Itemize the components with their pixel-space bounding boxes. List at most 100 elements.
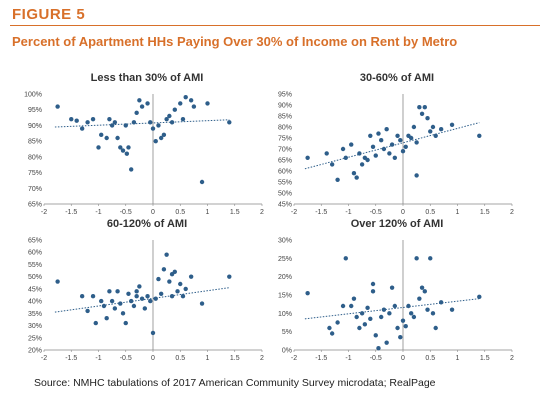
- data-point: [387, 311, 392, 316]
- data-point: [408, 135, 414, 141]
- data-point: [403, 323, 408, 329]
- data-point: [183, 94, 188, 100]
- data-point: [477, 294, 482, 300]
- data-point: [134, 110, 139, 116]
- data-point: [433, 325, 438, 331]
- trend-line: [54, 119, 230, 128]
- data-point: [90, 116, 96, 122]
- panel-title: 60-120% of AMI: [106, 218, 188, 230]
- data-point: [414, 140, 419, 145]
- data-point: [324, 151, 329, 156]
- data-point: [305, 155, 310, 160]
- y-tick-label: 85%: [278, 114, 292, 121]
- y-tick-label: 5%: [282, 329, 292, 336]
- panel-title: 30-60% of AMI: [359, 72, 435, 84]
- scatter-plot: 65% 70% 75% 80% 85% 90% 95% 100% -2 -1.5 -1 -0.5 0 0.…: [24, 92, 264, 217]
- data-point: [227, 274, 232, 279]
- y-tick-label: 20%: [278, 274, 292, 281]
- data-point: [137, 284, 142, 289]
- data-point: [142, 306, 148, 311]
- x-tick-label: -0.5: [120, 209, 132, 216]
- x-tick-label: 2: [260, 355, 264, 362]
- data-point: [343, 155, 348, 160]
- x-tick-label: 0: [401, 355, 405, 362]
- data-point: [134, 289, 139, 294]
- data-point: [191, 104, 197, 109]
- figure-label: FIGURE 5: [12, 6, 86, 23]
- y-tick-label: 70%: [278, 147, 292, 154]
- data-point: [126, 145, 131, 150]
- data-point: [340, 303, 346, 309]
- data-point: [305, 290, 310, 296]
- y-tick-label: 55%: [278, 180, 292, 187]
- data-point: [376, 131, 381, 136]
- y-tick-label: 15%: [278, 293, 292, 300]
- data-point: [370, 144, 376, 149]
- data-point: [335, 320, 340, 325]
- chart-panel-60-120: 60-120% of AMI 20% 25% 30% 35% 40% 45% 50% 55% 6…: [22, 218, 272, 368]
- data-point: [417, 105, 422, 110]
- data-point: [400, 149, 406, 154]
- data-point: [349, 303, 354, 309]
- data-point: [96, 145, 101, 150]
- data-point: [381, 146, 387, 152]
- data-point: [327, 325, 332, 331]
- x-tick-label: 0.5: [425, 209, 435, 216]
- data-point: [392, 303, 398, 309]
- data-point: [351, 296, 357, 301]
- x-tick-label: 1.5: [480, 209, 490, 216]
- data-point: [129, 298, 134, 304]
- x-tick-label: -2: [291, 355, 297, 362]
- data-point: [131, 303, 137, 309]
- data-point: [384, 340, 389, 345]
- y-tick-label: 80%: [278, 125, 292, 132]
- data-point: [357, 325, 362, 331]
- data-point: [180, 116, 186, 122]
- y-tick-label: 25%: [28, 335, 42, 342]
- data-point: [126, 291, 131, 296]
- data-point: [381, 307, 387, 312]
- y-tick-label: 60%: [28, 250, 42, 257]
- scatter-plot: 20% 25% 30% 35% 40% 45% 50% 55% 60% 65% -2 -1.5 -1 -0…: [28, 238, 264, 363]
- x-tick-label: 1: [456, 209, 460, 216]
- x-tick-label: -1: [95, 209, 101, 216]
- data-point: [398, 334, 403, 340]
- data-point: [417, 296, 422, 301]
- x-tick-label: -2: [41, 355, 47, 362]
- data-point: [362, 322, 368, 327]
- y-tick-label: 45%: [278, 202, 292, 209]
- data-point: [329, 331, 335, 336]
- x-tick-label: -1.5: [315, 355, 327, 362]
- x-tick-label: 1: [206, 355, 210, 362]
- y-tick-label: 80%: [28, 154, 42, 161]
- y-tick-label: 65%: [28, 238, 42, 245]
- data-point: [188, 98, 194, 103]
- data-point: [400, 318, 406, 323]
- source-note: Source: NMHC tabulations of 2017 America…: [34, 377, 436, 389]
- y-tick-label: 30%: [278, 238, 292, 245]
- data-point: [118, 301, 123, 306]
- trend-line: [304, 298, 480, 320]
- data-point: [139, 104, 145, 109]
- x-tick-label: -0.5: [120, 355, 132, 362]
- x-tick-label: -0.5: [370, 355, 382, 362]
- y-tick-label: 55%: [28, 262, 42, 269]
- data-point: [354, 314, 359, 320]
- data-point: [351, 171, 357, 176]
- x-tick-label: 1: [206, 209, 210, 216]
- data-point: [178, 101, 183, 106]
- data-point: [359, 162, 365, 167]
- data-point: [123, 320, 128, 326]
- data-point: [90, 294, 96, 299]
- data-point: [79, 294, 85, 299]
- data-point: [411, 314, 417, 320]
- data-point: [419, 285, 425, 290]
- data-point: [379, 138, 384, 143]
- data-point: [477, 133, 482, 138]
- data-point: [55, 104, 60, 109]
- y-tick-label: 95%: [278, 92, 292, 99]
- y-tick-label: 85%: [28, 139, 42, 146]
- data-point: [376, 345, 381, 351]
- data-point: [172, 107, 177, 112]
- x-tick-label: 0.5: [175, 355, 185, 362]
